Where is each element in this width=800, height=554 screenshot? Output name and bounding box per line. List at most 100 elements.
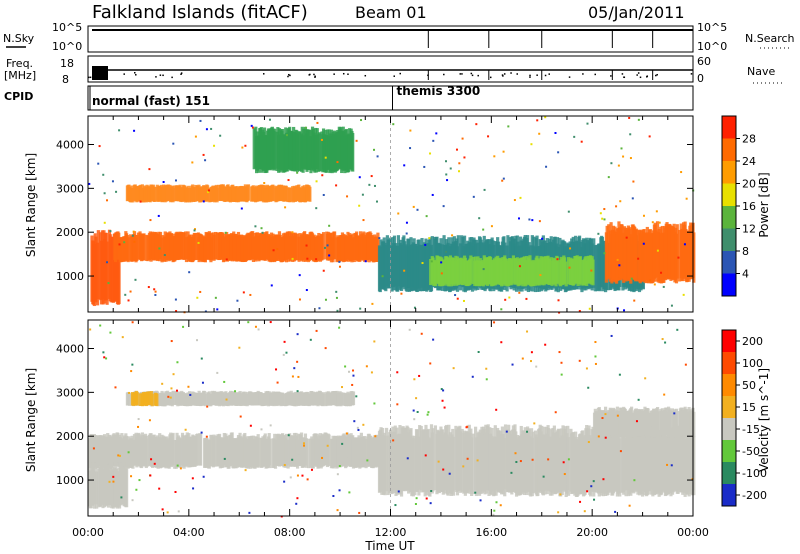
echo-dot [206, 405, 209, 408]
echo-dot [102, 173, 105, 176]
echo-cell [150, 393, 154, 407]
echo-dot [285, 351, 288, 354]
echo-dot [103, 356, 106, 359]
echo-dot [335, 296, 338, 299]
echo-dot [149, 474, 152, 477]
colorbar-swatch [722, 183, 736, 206]
y-tick-label: 2000 [56, 226, 84, 239]
echo-dot [175, 310, 178, 313]
echo-dot [500, 341, 503, 344]
echo-dot [207, 189, 210, 192]
echo-dot [592, 480, 595, 483]
echo-dot [257, 328, 260, 331]
echo-cell [153, 186, 157, 202]
echo-dot [322, 269, 325, 272]
power-colorbar: 4 8 12 16 20 24 28 [721, 115, 756, 297]
echo-cell [327, 434, 331, 467]
echo-dot [588, 307, 591, 310]
echo-dot [346, 195, 349, 198]
echo-dot [179, 467, 182, 470]
echo-dot [458, 162, 461, 165]
echo-dot [240, 207, 243, 210]
echo-dot [164, 397, 167, 400]
echo-dot [351, 383, 354, 386]
echo-dot [412, 409, 415, 412]
echo-dot [201, 381, 204, 384]
echo-cell [692, 411, 696, 438]
echo-dot [260, 227, 263, 230]
nsky-tick-bottom: 10^0 [52, 40, 82, 53]
x-tick-label: 12:00 [375, 526, 407, 539]
echo-dot [204, 310, 207, 313]
echo-dot [663, 393, 666, 396]
echo-dot [554, 411, 557, 414]
echo-dot [412, 205, 415, 208]
echo-dot [519, 460, 522, 463]
nsearch-tick-bottom: 10^0 [697, 40, 727, 53]
echo-dot [432, 139, 435, 142]
echo-dot [283, 340, 286, 343]
echo-dot [445, 160, 448, 163]
echo-dot [392, 123, 395, 126]
echo-dot [597, 232, 600, 235]
echo-dot [631, 197, 634, 200]
echo-dot [103, 192, 106, 195]
echo-dot [590, 485, 593, 488]
echo-dot [567, 458, 570, 461]
echo-dot [359, 307, 362, 310]
echo-dot [373, 184, 376, 187]
echo-cell [273, 128, 277, 170]
echo-dot [619, 200, 622, 203]
echo-dot [616, 414, 619, 417]
freq-panel [87, 55, 694, 83]
echo-dot [175, 389, 178, 392]
nave-dot [536, 74, 538, 76]
nave-dot [289, 74, 291, 77]
echo-dot [514, 452, 517, 455]
cpid-panel [87, 85, 694, 111]
colorbar-tick-label: 28 [742, 133, 756, 146]
echo-dot [217, 443, 220, 446]
echo-dot [130, 475, 133, 478]
echo-dot [676, 328, 679, 331]
echo-dot [525, 297, 528, 300]
nave-dot [594, 73, 596, 76]
echo-cell [308, 186, 312, 202]
echo-dot [633, 479, 636, 482]
nave-dot [503, 73, 506, 75]
x-tick-label: 08:00 [274, 526, 306, 539]
echo-dot [440, 261, 443, 264]
echo-dot [536, 119, 539, 122]
echo-dot [326, 444, 329, 447]
echo-dot [629, 133, 632, 136]
echo-dot [587, 441, 590, 444]
nave-dot [333, 73, 335, 75]
echo-cell [213, 435, 217, 467]
echo-dot [670, 464, 673, 467]
colorbar-tick-label: 4 [742, 268, 749, 281]
echo-cell [306, 438, 311, 469]
echo-dot [109, 230, 112, 233]
echo-dot [167, 395, 170, 398]
echo-dot [628, 504, 631, 507]
echo-dot [526, 430, 529, 433]
echo-dot [89, 328, 92, 331]
echo-dot [545, 165, 548, 168]
echo-dot [620, 147, 623, 150]
echo-dot [642, 242, 645, 245]
echo-dot [666, 463, 669, 466]
echo-dot [236, 299, 239, 302]
echo-dot [118, 243, 121, 246]
echo-dot [556, 258, 559, 261]
echo-dot [376, 155, 379, 158]
echo-dot [344, 365, 347, 368]
power-ylabel: Slant Range [km] [24, 153, 38, 257]
echo-dot [495, 501, 498, 504]
echo-dot [249, 293, 252, 296]
echo-dot [102, 351, 105, 354]
echo-dot [682, 293, 685, 296]
echo-dot [148, 168, 151, 171]
echo-dot [586, 122, 589, 125]
echo-cell [135, 392, 139, 406]
echo-dot [559, 493, 562, 496]
